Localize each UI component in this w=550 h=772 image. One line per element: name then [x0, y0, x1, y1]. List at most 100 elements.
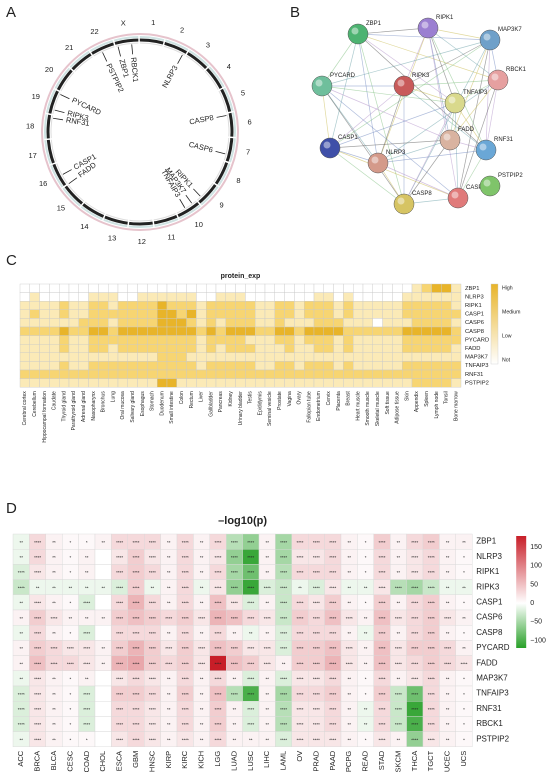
heatmap-c-cell — [372, 369, 383, 379]
heatmap-c-cell — [176, 318, 187, 328]
significance-mark: **** — [428, 737, 435, 742]
network-node-label: NLRP3 — [386, 150, 406, 156]
heatmap-c-cell — [117, 343, 129, 353]
heatmap-c-cell — [323, 352, 334, 362]
node-highlight — [323, 141, 331, 149]
significance-mark: * — [70, 555, 72, 560]
significance-mark: **** — [149, 570, 156, 575]
significance-mark: **** — [149, 677, 156, 682]
heatmap-c-cell — [88, 352, 99, 362]
heatmap-c-cell — [245, 378, 256, 388]
heatmap-c-cell — [451, 335, 462, 345]
heatmap-c-cell — [235, 326, 246, 336]
heatmap-c-cell — [29, 335, 40, 345]
heatmap-c-cell — [451, 283, 462, 293]
heatmap-c-cell — [411, 283, 423, 293]
significance-mark: ** — [200, 707, 204, 712]
heatmap-d-cell — [94, 700, 112, 717]
heatmap-c-cell — [215, 335, 227, 345]
significance-mark: **** — [34, 707, 41, 712]
significance-mark: **** — [149, 707, 156, 712]
heatmap-c-row-label: TNFAIP3 — [465, 363, 489, 369]
heatmap-c-cell — [29, 343, 40, 353]
significance-mark: ** — [200, 540, 204, 545]
heatmap-c-cell — [284, 326, 295, 336]
heatmap-c-row-label: CASP1 — [465, 312, 484, 318]
heatmap-c-cell — [147, 283, 158, 293]
heatmap-c-cell — [245, 318, 256, 328]
significance-mark: **** — [247, 661, 254, 666]
heatmap-c-cell — [274, 352, 285, 362]
significance-mark: ** — [19, 661, 23, 666]
heatmap-c-cell — [362, 301, 374, 311]
chromosome-label: 11 — [168, 232, 176, 241]
network-node-label: RIPK3 — [412, 73, 430, 79]
heatmap-d-cell — [94, 716, 112, 732]
heatmap-c-cell — [59, 369, 70, 379]
heatmap-c-cell — [166, 378, 178, 388]
heatmap-c-cell — [59, 301, 70, 311]
heatmap-c-cell — [304, 326, 315, 336]
heatmap-c-cell — [284, 343, 295, 353]
heatmap-c-cell — [382, 343, 393, 353]
heatmap-c-cell — [215, 292, 227, 302]
heatmap-c-cell — [107, 361, 119, 371]
gene-tick — [60, 94, 70, 100]
chromosome-gap — [49, 161, 58, 166]
heatmap-d-row-label: RNF31 — [476, 704, 502, 713]
heatmap-d-legend-bar — [516, 536, 527, 648]
significance-mark: **** — [280, 692, 287, 697]
significance-mark: ** — [85, 570, 89, 575]
significance-mark: **** — [411, 737, 418, 742]
significance-mark: ** — [52, 540, 56, 545]
heatmap-c-cell — [245, 326, 256, 336]
node-highlight — [483, 179, 491, 187]
heatmap-d-col-label: PAAD — [328, 750, 337, 770]
heatmap-c-cell — [274, 309, 285, 319]
significance-mark: **** — [182, 722, 189, 727]
ppi-network: ZBP1 RIPK1 MAP3K7 PYCARD RIPK3 RBCK1 TNFAIP3 CA… — [311, 15, 527, 215]
significance-mark: ** — [462, 646, 466, 651]
heatmap-c-cell — [245, 301, 256, 311]
significance-mark: ** — [397, 677, 401, 682]
significance-mark: ** — [265, 692, 269, 697]
heatmap-c-cell — [59, 335, 70, 345]
heatmap-c-cell — [215, 283, 227, 293]
significance-mark: ** — [347, 540, 351, 545]
heatmap-c-cell — [127, 352, 138, 362]
heatmap-c-cell — [264, 326, 276, 336]
chromosome-label: 7 — [246, 148, 250, 157]
heatmap-d-row-label: CASP6 — [476, 613, 503, 622]
significance-mark: **** — [411, 661, 418, 666]
significance-mark: **** — [378, 692, 385, 697]
significance-mark: **** — [444, 646, 451, 651]
significance-mark: **** — [411, 555, 418, 560]
significance-mark: **** — [280, 555, 287, 560]
heatmap-c-cell — [411, 352, 423, 362]
heatmap-c-cell — [313, 292, 325, 302]
heatmap-c-cell — [333, 318, 344, 328]
heatmap-c-cell — [137, 343, 148, 353]
heatmap-c-cell — [382, 369, 393, 379]
significance-mark: **** — [132, 661, 139, 666]
significance-mark: ** — [233, 737, 237, 742]
heatmap-d-col-label: PRAD — [311, 750, 320, 771]
significance-mark: ** — [347, 601, 351, 606]
heatmap-c-cell — [333, 326, 344, 336]
significance-mark: ** — [446, 555, 450, 560]
significance-mark: * — [365, 570, 367, 575]
heatmap-c-cell — [362, 361, 374, 371]
heatmap-c-cell — [431, 343, 442, 353]
significance-mark: ** — [52, 570, 56, 575]
significance-mark: * — [365, 601, 367, 606]
node-highlight — [397, 197, 405, 205]
heatmap-c-cell — [411, 369, 423, 379]
heatmap-c-cell — [421, 326, 432, 336]
significance-mark: ** — [167, 737, 171, 742]
heatmap-c-cell — [343, 369, 354, 379]
heatmap-c-cell — [205, 378, 217, 388]
network-node — [367, 152, 389, 174]
heatmap-c-cell — [245, 335, 256, 345]
heatmap-c-cell — [441, 292, 452, 302]
heatmap-c-cell — [245, 343, 256, 353]
